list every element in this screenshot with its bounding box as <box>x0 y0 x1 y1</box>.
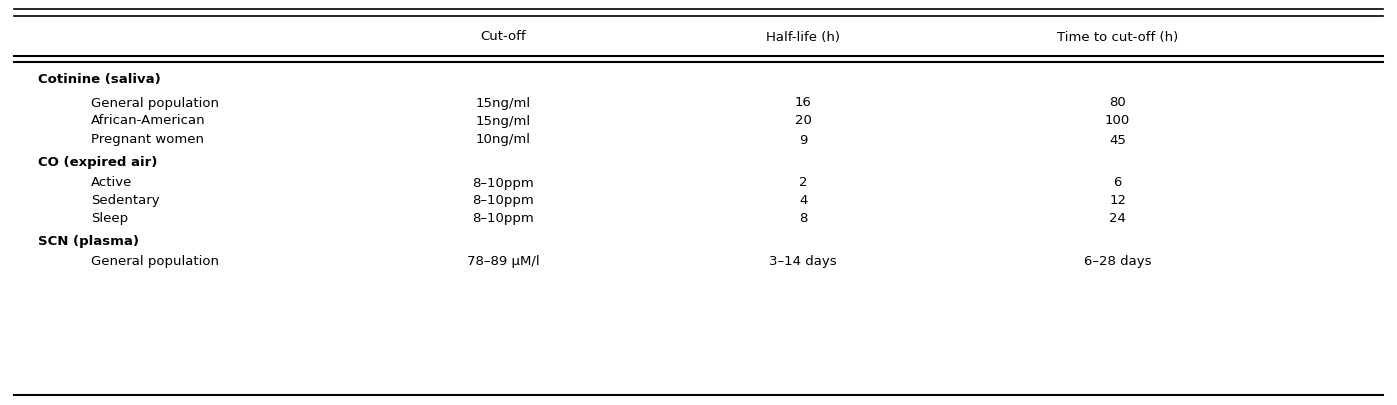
Text: 9: 9 <box>799 133 807 146</box>
Text: African-American: African-American <box>91 114 205 127</box>
Text: 45: 45 <box>1109 133 1126 146</box>
Text: Pregnant women: Pregnant women <box>91 133 204 146</box>
Text: 80: 80 <box>1109 96 1126 109</box>
Text: 78–89 μM/l: 78–89 μM/l <box>467 254 539 267</box>
Text: 15ng/ml: 15ng/ml <box>475 96 531 109</box>
Text: 6: 6 <box>1113 176 1122 189</box>
Text: 8–10ppm: 8–10ppm <box>472 194 534 207</box>
Text: 4: 4 <box>799 194 807 207</box>
Text: 12: 12 <box>1109 194 1126 207</box>
Text: SCN (plasma): SCN (plasma) <box>38 235 138 248</box>
Text: Time to cut-off (h): Time to cut-off (h) <box>1058 30 1178 43</box>
Text: 6–28 days: 6–28 days <box>1084 254 1151 267</box>
Text: 24: 24 <box>1109 212 1126 225</box>
Text: 8–10ppm: 8–10ppm <box>472 176 534 189</box>
Text: Sleep: Sleep <box>91 212 129 225</box>
Text: Cut-off: Cut-off <box>481 30 525 43</box>
Text: 100: 100 <box>1105 114 1130 127</box>
Text: General population: General population <box>91 96 219 109</box>
Text: CO (expired air): CO (expired air) <box>38 156 156 169</box>
Text: Half-life (h): Half-life (h) <box>767 30 840 43</box>
Text: General population: General population <box>91 254 219 267</box>
Text: 2: 2 <box>799 176 807 189</box>
Text: 10ng/ml: 10ng/ml <box>475 133 531 146</box>
Text: 8: 8 <box>799 212 807 225</box>
Text: Sedentary: Sedentary <box>91 194 159 207</box>
Text: Active: Active <box>91 176 133 189</box>
Text: 15ng/ml: 15ng/ml <box>475 114 531 127</box>
Text: 16: 16 <box>795 96 812 109</box>
Text: 8–10ppm: 8–10ppm <box>472 212 534 225</box>
Text: 20: 20 <box>795 114 812 127</box>
Text: 3–14 days: 3–14 days <box>770 254 837 267</box>
Text: Cotinine (saliva): Cotinine (saliva) <box>38 73 161 86</box>
